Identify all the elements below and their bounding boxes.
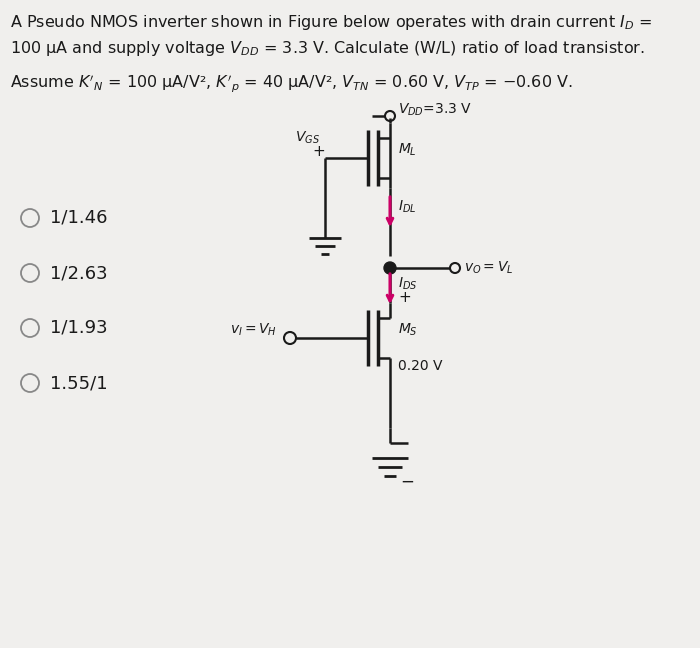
Text: $V_{GS}$: $V_{GS}$ <box>295 130 320 146</box>
Text: 1.55/1: 1.55/1 <box>50 374 108 392</box>
Text: $V_{DD}$=3.3 V: $V_{DD}$=3.3 V <box>398 102 472 118</box>
Text: $I_{DL}$: $I_{DL}$ <box>398 199 416 215</box>
Text: +: + <box>312 145 325 159</box>
Text: $v_I$$=V_H$: $v_I$$=V_H$ <box>230 322 277 338</box>
Text: 1/1.93: 1/1.93 <box>50 319 108 337</box>
Text: 0.20 V: 0.20 V <box>398 359 442 373</box>
Text: 1/2.63: 1/2.63 <box>50 264 108 282</box>
Text: +: + <box>398 290 411 305</box>
Text: $M_S$: $M_S$ <box>398 322 418 338</box>
Text: $v_O$$=V_L$: $v_O$$=V_L$ <box>464 260 514 276</box>
Text: A Pseudo NMOS inverter shown in Figure below operates with drain current $I_D$ =: A Pseudo NMOS inverter shown in Figure b… <box>10 14 652 32</box>
Text: Assume $K'_N$ = 100 μA/V², $K'_p$ = 40 μA/V², $V_{TN}$ = 0.60 V, $V_{TP}$ = −0.6: Assume $K'_N$ = 100 μA/V², $K'_p$ = 40 μ… <box>10 72 573 94</box>
Circle shape <box>384 262 396 274</box>
Text: $M_L$: $M_L$ <box>398 142 416 158</box>
Text: 1/1.46: 1/1.46 <box>50 209 108 227</box>
Text: $I_{DS}$: $I_{DS}$ <box>398 276 417 292</box>
Text: −: − <box>400 473 414 491</box>
Text: 100 μA and supply voltage $V_{DD}$ = 3.3 V. Calculate (W/L) ratio of load transi: 100 μA and supply voltage $V_{DD}$ = 3.3… <box>10 38 645 58</box>
